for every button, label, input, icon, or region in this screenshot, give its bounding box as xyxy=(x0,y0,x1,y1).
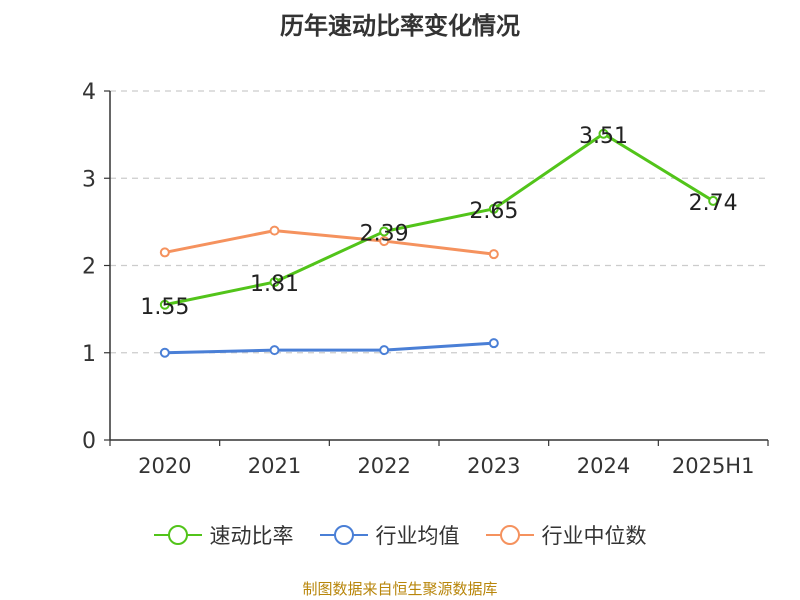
x-tick-label: 2020 xyxy=(138,454,191,478)
data-point xyxy=(488,338,499,349)
y-tick-label: 1 xyxy=(82,342,96,367)
legend-item-quick-ratio[interactable]: 速动比率 xyxy=(153,520,294,550)
grid-lines xyxy=(110,90,768,354)
data-point xyxy=(598,128,609,139)
series-line xyxy=(164,229,495,256)
legend-line-marker-icon xyxy=(319,525,368,545)
legend-label: 速动比率 xyxy=(209,524,294,548)
y-tick-label: 4 xyxy=(82,80,96,105)
source-note: 制图数据来自恒生聚源数据库 xyxy=(302,580,498,598)
data-point xyxy=(269,345,280,356)
x-tick-label: 2021 xyxy=(248,454,301,478)
data-label: 2.65 xyxy=(469,199,518,224)
y-tick-label: 3 xyxy=(82,167,96,192)
data-label: 3.51 xyxy=(579,124,628,149)
series-line xyxy=(164,341,494,355)
legend-line-marker-icon xyxy=(485,525,534,545)
data-point xyxy=(488,203,499,214)
data-point xyxy=(379,226,390,237)
chart-title: 历年速动比率变化情况 xyxy=(280,12,520,40)
legend-item-industry-mean[interactable]: 行业均值 xyxy=(319,520,460,550)
x-tick-label: 2024 xyxy=(577,454,630,478)
x-tick-label: 2023 xyxy=(467,454,520,478)
legend: 速动比率 行业均值 行业中位数 xyxy=(0,520,800,550)
data-point xyxy=(159,247,170,258)
data-point xyxy=(379,345,390,356)
data-label: 1.81 xyxy=(250,272,299,297)
series-line xyxy=(164,132,714,307)
x-tick-label: 2022 xyxy=(357,454,410,478)
legend-label: 行业均值 xyxy=(375,524,460,548)
data-point xyxy=(379,236,390,247)
axes: 0 1 2 3 4 2020 2021 2022 2023 2024 2025H1 xyxy=(82,80,769,478)
data-point xyxy=(488,249,499,260)
y-tick-label: 2 xyxy=(82,255,96,280)
x-tick-label: 2025H1 xyxy=(672,454,755,478)
series-points xyxy=(159,128,719,358)
data-point xyxy=(708,195,719,206)
legend-line-marker-icon xyxy=(153,525,202,545)
data-label: 1.55 xyxy=(140,295,189,320)
data-point xyxy=(159,347,170,358)
data-point xyxy=(159,299,170,310)
y-tick-label: 0 xyxy=(82,429,96,454)
data-point xyxy=(269,277,280,288)
legend-item-industry-median[interactable]: 行业中位数 xyxy=(485,520,647,550)
data-point xyxy=(269,225,280,236)
legend-label: 行业中位数 xyxy=(541,524,647,548)
data-label: 2.74 xyxy=(689,191,738,216)
series-lines xyxy=(164,132,714,355)
data-labels: 1.55 1.81 2.39 2.65 3.51 2.74 xyxy=(140,124,737,320)
data-label: 2.39 xyxy=(360,221,409,246)
